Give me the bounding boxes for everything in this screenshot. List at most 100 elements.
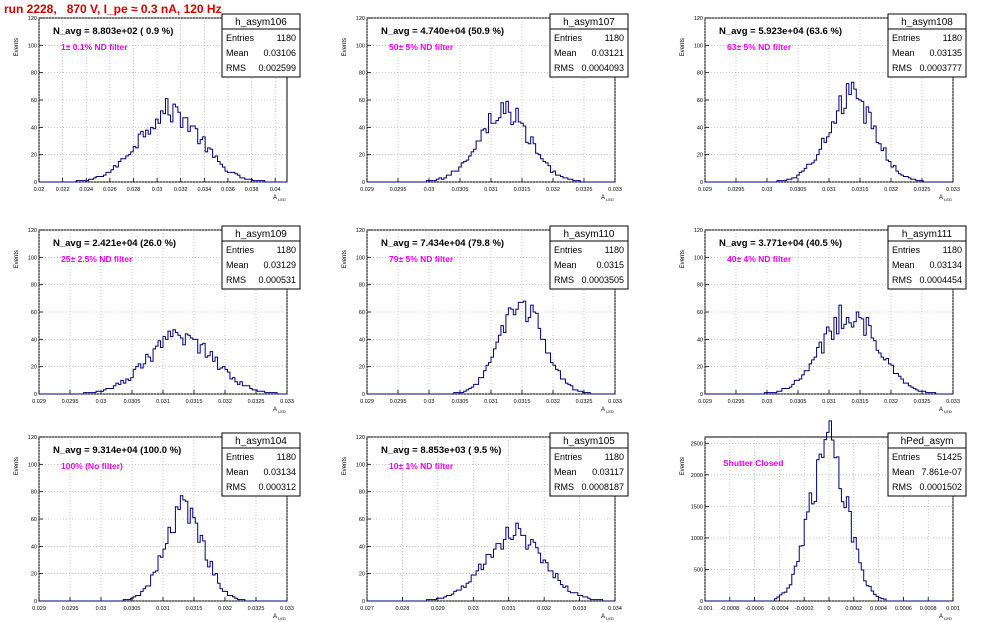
histogram-panel: 0.029 0.0295 0.03 0.0305 0.031 0.0315 0.032 0.0… [680, 13, 967, 202]
histogram-line [705, 81, 953, 183]
n-avg-label: N_avg = 2.421e+04 (26.0 %) [53, 238, 176, 249]
x-tick-label: 0.031 [156, 606, 170, 612]
x-tick-label: 0.0325 [914, 399, 931, 405]
stats-box-frame [887, 225, 967, 290]
n-avg-label: N_avg = 9.314e+04 (100.0 %) [53, 445, 181, 456]
stats-label: RMS [226, 482, 246, 492]
x-tick-label: 0.0006 [895, 606, 912, 612]
x-axis-label: A LED [939, 407, 952, 414]
x-tick-label: 0.0305 [452, 399, 469, 405]
histogram-line [367, 300, 615, 395]
y-tick-label: 0 [362, 599, 365, 605]
stats-value: 0.03129 [263, 260, 296, 270]
y-tick-label: 60 [359, 517, 365, 523]
x-tick-label: 0.034 [608, 606, 622, 612]
y-tick-label: 40 [359, 544, 365, 550]
stats-value: 1180 [605, 452, 624, 462]
x-tick-label: 0.027 [360, 606, 374, 612]
x-tick-label: 0.032 [537, 606, 551, 612]
y-axis-label: Events [14, 457, 20, 475]
y-tick-label: 60 [31, 310, 37, 316]
x-tick-label: 0.0295 [728, 187, 745, 193]
x-tick-label: 0.0305 [790, 399, 807, 405]
histogram-panel: 0.027 0.028 0.029 0.03 0.031 0.032 0.033 0.034 0… [342, 432, 629, 621]
y-tick-label: 20 [359, 572, 365, 578]
x-axis-label: A LED [273, 195, 286, 202]
stats-value: 0.0315 [596, 260, 624, 270]
y-axis-label: Events [14, 250, 20, 268]
x-tick-label: 0.032 [218, 606, 232, 612]
x-tick-label: 0.03 [424, 187, 435, 193]
x-tick-label: 0.029 [360, 399, 374, 405]
filter-annotation: 25± 2.5% ND filter [61, 254, 133, 264]
x-tick-label: 0.032 [546, 187, 560, 193]
x-tick-label: 0.0315 [852, 399, 869, 405]
y-tick-label: 60 [697, 310, 703, 316]
stats-label: Mean [892, 467, 915, 477]
histogram-line [705, 304, 953, 395]
stats-label: RMS [554, 63, 574, 73]
x-axis-label: A LED [601, 407, 614, 414]
y-tick-label: 80 [31, 71, 37, 77]
stats-value: 0.03106 [263, 48, 296, 58]
stats-box-frame [549, 225, 629, 290]
x-tick-label: 0.031 [822, 399, 836, 405]
x-tick-label: 0.02 [34, 187, 45, 193]
x-tick-label: 0.0325 [576, 399, 593, 405]
x-tick-label: 0.032 [174, 187, 188, 193]
y-tick-label: 40 [31, 125, 37, 131]
x-tick-label: -0.0002 [795, 606, 814, 612]
x-tick-label: 0.026 [103, 187, 117, 193]
x-tick-label: 0.0315 [514, 187, 531, 193]
x-tick-label: 0.031 [822, 187, 836, 193]
x-tick-label: 0.038 [245, 187, 259, 193]
x-tick-label: 0.0295 [728, 399, 745, 405]
y-tick-label: 120 [28, 228, 37, 234]
y-tick-label: 2500 [691, 441, 703, 447]
y-tick-label: 0 [34, 392, 37, 398]
y-tick-label: 0 [700, 599, 703, 605]
filter-annotation: 1± 0.1% ND filter [61, 42, 128, 52]
stats-label: Entries [554, 245, 583, 255]
y-axis-label: Events [342, 457, 348, 475]
y-tick-label: 20 [359, 153, 365, 159]
x-tick-label: 0.022 [56, 187, 70, 193]
y-tick-label: 0 [700, 392, 703, 398]
x-tick-label: 0.03 [96, 606, 107, 612]
x-tick-label: 0.03 [96, 399, 107, 405]
x-tick-label: 0.0305 [452, 187, 469, 193]
y-tick-label: 60 [359, 310, 365, 316]
y-tick-label: 100 [28, 43, 37, 49]
histogram-name: h_asym106 [235, 17, 287, 28]
stats-label: RMS [554, 275, 574, 285]
y-axis-label: Events [680, 38, 686, 56]
x-tick-label: 0.0305 [124, 399, 141, 405]
stats-value: 0.03135 [929, 48, 962, 58]
stats-value: 1180 [605, 245, 624, 255]
stats-label: Entries [554, 33, 583, 43]
y-tick-label: 500 [694, 567, 703, 573]
stats-label: Entries [892, 245, 921, 255]
x-tick-label: 0.029 [431, 606, 445, 612]
y-tick-label: 1000 [691, 536, 703, 542]
stats-label: RMS [226, 275, 246, 285]
stats-label: RMS [892, 482, 912, 492]
y-tick-label: 100 [694, 255, 703, 261]
x-tick-label: -0.001 [697, 606, 713, 612]
x-tick-label: 0.029 [360, 187, 374, 193]
x-tick-label: 0.029 [32, 606, 46, 612]
x-tick-label: 0.0002 [845, 606, 862, 612]
stats-value: 1180 [277, 33, 296, 43]
x-tick-label: 0.029 [698, 399, 712, 405]
x-tick-label: 0.031 [484, 187, 498, 193]
stats-box-frame [221, 13, 301, 78]
y-tick-label: 40 [359, 337, 365, 343]
stats-label: Mean [226, 48, 249, 58]
filter-annotation: 79± 5% ND filter [389, 254, 454, 264]
x-tick-label: 0 [827, 606, 830, 612]
stats-value: 0.0003505 [581, 275, 624, 285]
y-axis-label: Events [14, 38, 20, 56]
stats-label: RMS [892, 63, 912, 73]
stats-box: h_asym104 Entries 1180 Mean 0.03134 RMS 0.0003… [221, 432, 301, 497]
stats-value: 0.000312 [258, 482, 296, 492]
